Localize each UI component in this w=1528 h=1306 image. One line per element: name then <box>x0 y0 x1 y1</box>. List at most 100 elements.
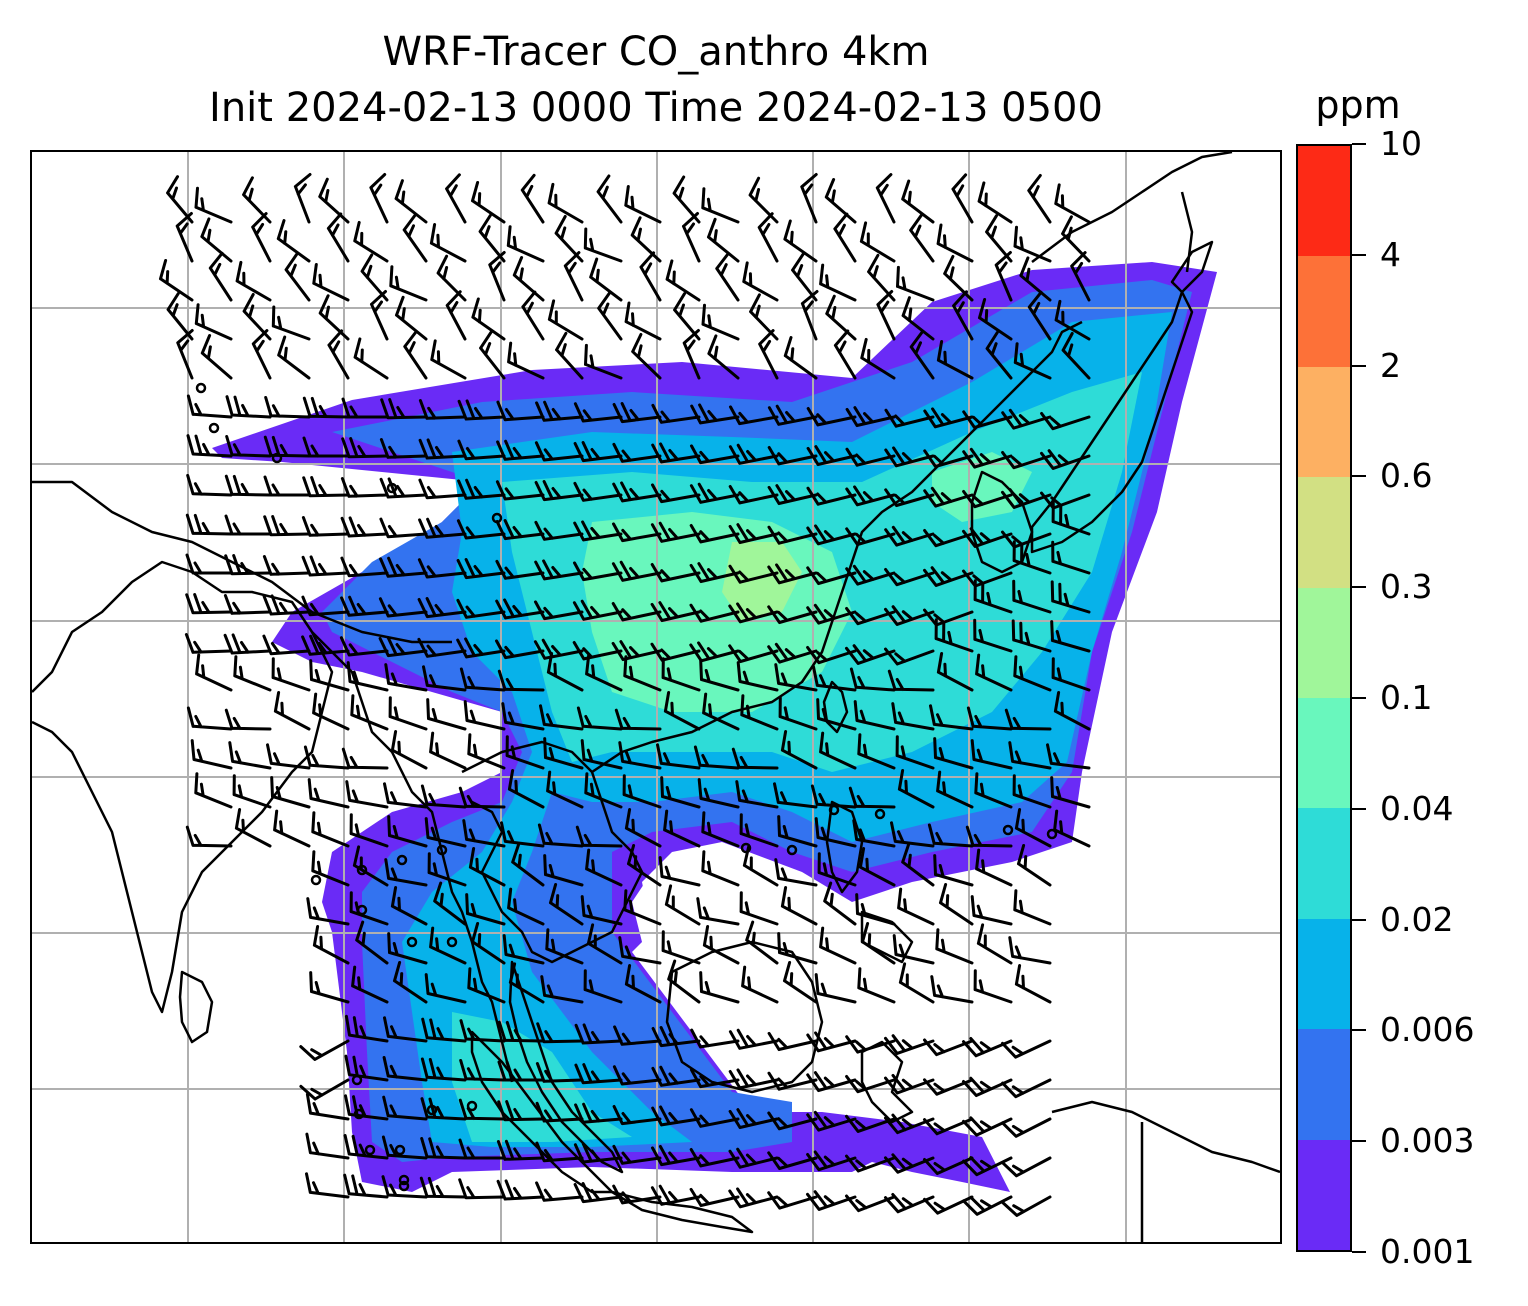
wind-barb <box>234 808 272 848</box>
wind-barb <box>923 566 974 587</box>
wind-barb <box>403 330 428 380</box>
wind-barb <box>994 251 1013 302</box>
wind-barb <box>394 179 428 224</box>
wind-barb <box>535 1101 584 1123</box>
wind-barb <box>901 179 935 224</box>
wind-barb <box>350 694 389 731</box>
wind-barb <box>424 817 467 848</box>
colorbar-tick <box>1352 1251 1366 1253</box>
wind-barb <box>612 481 662 503</box>
wind-barb <box>740 694 779 731</box>
wind-calm-marker <box>436 844 448 856</box>
wind-barb <box>859 221 896 263</box>
wind-barb <box>884 446 935 468</box>
wind-barb <box>184 633 233 654</box>
wind-barb <box>200 334 233 380</box>
wind-barb <box>585 653 623 692</box>
wind-barb <box>857 733 896 770</box>
wind-barb <box>973 618 1013 653</box>
wind-barb <box>611 560 662 582</box>
wind-barb <box>739 813 779 848</box>
colorbar-tick-label: 0.1 <box>1380 678 1433 717</box>
wind-barb <box>344 1014 389 1043</box>
wind-barb <box>962 569 1013 588</box>
wind-barb <box>468 847 506 887</box>
wind-barb <box>299 1039 350 1061</box>
wind-barb <box>690 444 740 465</box>
wind-barb <box>806 486 857 506</box>
wind-barb <box>658 856 701 887</box>
colorbar-bin-7 <box>1298 366 1350 478</box>
wind-barb <box>496 1139 545 1161</box>
wind-barb <box>506 225 545 263</box>
wind-barb <box>340 556 389 578</box>
wind-barb <box>351 965 389 1004</box>
wind-barb <box>728 602 779 624</box>
wind-barb <box>1050 620 1091 653</box>
wind-barb <box>508 962 545 1004</box>
wind-barb <box>728 1187 779 1209</box>
wind-barb <box>665 259 701 302</box>
wind-calm-marker <box>353 1108 365 1120</box>
wind-barb <box>650 601 701 622</box>
wind-barb <box>379 438 428 459</box>
wind-barb <box>353 337 389 380</box>
wind-barb <box>884 1073 935 1095</box>
wind-barb <box>346 661 389 692</box>
wind-barb <box>806 1071 857 1092</box>
wind-barb <box>689 603 740 623</box>
coastline-srilanka <box>178 970 214 1044</box>
wind-barb <box>774 858 818 887</box>
wind-barb <box>502 934 545 965</box>
colorbar-bin-8 <box>1298 256 1350 367</box>
wind-barb <box>276 219 311 263</box>
wind-barb <box>318 177 350 224</box>
wind-barb <box>664 884 701 926</box>
wind-barb <box>352 845 389 887</box>
wind-barb <box>420 1097 467 1121</box>
wind-barb <box>858 847 896 887</box>
wind-barb <box>585 848 623 887</box>
wind-barb <box>800 290 819 341</box>
wind-barb <box>501 702 545 731</box>
wind-barb <box>780 730 818 770</box>
wind-barb <box>382 1056 428 1082</box>
wind-barb <box>778 696 818 731</box>
wind-barb <box>728 564 779 584</box>
wind-barb <box>251 329 272 380</box>
wind-barb <box>303 745 350 770</box>
wind-barb <box>627 844 662 887</box>
wind-barb <box>497 1100 545 1122</box>
wind-barb <box>943 255 974 302</box>
wind-barb <box>459 1019 506 1043</box>
wind-barb <box>876 290 896 341</box>
wind-barb <box>436 254 467 302</box>
wind-barb <box>539 704 584 731</box>
wind-barb <box>445 290 467 341</box>
tracer-field-band-5 <box>722 542 802 622</box>
wind-barb <box>242 176 272 224</box>
wind-barb <box>262 594 311 616</box>
wind-barb <box>382 1095 428 1121</box>
wind-barb <box>545 928 584 965</box>
wind-barb <box>262 634 311 656</box>
wind-barb <box>235 260 272 302</box>
wind-calm-marker <box>740 842 752 854</box>
wind-barb <box>546 770 584 809</box>
wind-barb <box>978 298 1013 341</box>
wind-calm-marker <box>446 936 458 948</box>
wind-barb <box>767 563 818 585</box>
wind-barb <box>819 926 857 965</box>
wind-barb <box>1027 174 1052 224</box>
wind-barb <box>572 599 623 621</box>
wind-barb <box>349 813 389 848</box>
wind-barb <box>936 223 974 263</box>
wind-barb <box>418 438 467 460</box>
wind-barb <box>312 692 350 731</box>
wind-barb <box>934 618 974 653</box>
wind-calm-marker <box>398 1180 410 1192</box>
wind-barb <box>833 212 857 263</box>
wind-barb <box>185 513 233 536</box>
wind-barb <box>951 173 974 224</box>
wind-barb <box>458 1178 506 1200</box>
